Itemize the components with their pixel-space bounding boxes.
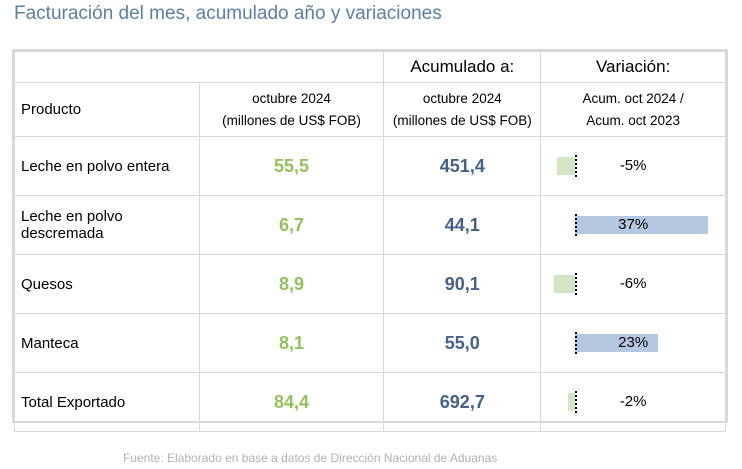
zero-axis-line xyxy=(575,155,578,177)
var-header: Acum. oct 2024 / Acum. oct 2023 xyxy=(540,82,726,137)
product-cell: Manteca xyxy=(14,313,200,373)
source-note: Fuente: Elaborado en base a datos de Dir… xyxy=(123,451,498,465)
variation-bar xyxy=(575,216,709,234)
variation-percent: 23% xyxy=(618,334,649,351)
header-blank-cell xyxy=(13,51,385,83)
acc-header-line2: (millones de US$ FOB) xyxy=(392,112,532,128)
variation-bar xyxy=(557,157,576,175)
header-row-top: Acumulado a: Variación: xyxy=(13,51,726,83)
product-cell: Quesos xyxy=(14,254,200,314)
acc-value: 55,0 xyxy=(383,313,542,373)
var-header-line2: Acum. oct 2023 xyxy=(586,112,681,128)
product-cell: Leche en polvo entera xyxy=(14,136,200,196)
var-cell: -2% xyxy=(540,372,726,432)
acumulado-header: Acumulado a: xyxy=(383,51,542,83)
variation-percent: -5% xyxy=(619,157,647,174)
month-value: 6,7 xyxy=(198,195,385,255)
product-cell: Total Exportado xyxy=(14,372,200,432)
var-cell: 37% xyxy=(540,195,726,255)
acc-header: octubre 2024 (millones de US$ FOB) xyxy=(383,82,542,137)
var-bar-area: 23% xyxy=(555,332,711,354)
variation-bar xyxy=(575,334,658,352)
zero-axis-line xyxy=(575,391,578,413)
acc-value: 451,4 xyxy=(383,136,542,196)
table-row: Leche en polvo descremada 6,7 44,1 37% xyxy=(14,195,726,255)
var-bar-area: -2% xyxy=(555,391,711,413)
var-bar-area: -5% xyxy=(555,155,711,177)
var-bar-area: -6% xyxy=(553,273,711,295)
product-cell: Leche en polvo descremada xyxy=(14,195,200,255)
month-header: octubre 2024 (millones de US$ FOB) xyxy=(198,82,385,137)
acc-value: 90,1 xyxy=(383,254,542,314)
var-header-line1: Acum. oct 2024 / xyxy=(582,90,684,106)
month-value: 8,9 xyxy=(198,254,385,314)
table-row: Leche en polvo entera 55,5 451,4 -5% xyxy=(14,136,726,196)
variacion-header: Variación: xyxy=(540,51,726,83)
table-row: Manteca 8,1 55,0 23% xyxy=(14,313,726,373)
table-row-total: Total Exportado 84,4 692,7 -2% xyxy=(14,372,726,432)
var-cell: -6% xyxy=(540,254,726,314)
data-table-frame: Acumulado a: Variación: Producto octubre… xyxy=(12,49,728,432)
table-row: Quesos 8,9 90,1 -6% xyxy=(14,254,726,314)
data-table: Acumulado a: Variación: Producto octubre… xyxy=(13,51,726,432)
producto-header: Producto xyxy=(14,82,200,137)
month-header-line1: octubre 2024 xyxy=(252,90,331,106)
var-cell: 23% xyxy=(540,313,726,373)
acc-value: 692,7 xyxy=(383,372,542,432)
zero-axis-line xyxy=(575,214,578,236)
variation-percent: -6% xyxy=(619,275,647,292)
variation-bar xyxy=(553,275,576,293)
acc-value: 44,1 xyxy=(383,195,542,255)
acc-header-line1: octubre 2024 xyxy=(422,90,502,106)
month-value: 55,5 xyxy=(198,136,385,196)
month-value: 84,4 xyxy=(198,372,385,432)
variation-bar xyxy=(567,393,576,411)
zero-axis-line xyxy=(575,273,578,295)
page-title: Facturación del mes, acumulado año y var… xyxy=(14,3,442,24)
variation-percent: 37% xyxy=(618,216,649,233)
header-row-bottom: Producto octubre 2024 (millones de US$ F… xyxy=(14,82,726,137)
var-bar-area: 37% xyxy=(555,214,711,236)
variation-percent: -2% xyxy=(619,393,647,410)
month-value: 8,1 xyxy=(198,313,385,373)
zero-axis-line xyxy=(575,332,578,354)
var-cell: -5% xyxy=(540,136,726,196)
month-header-line2: (millones de US$ FOB) xyxy=(222,112,361,128)
